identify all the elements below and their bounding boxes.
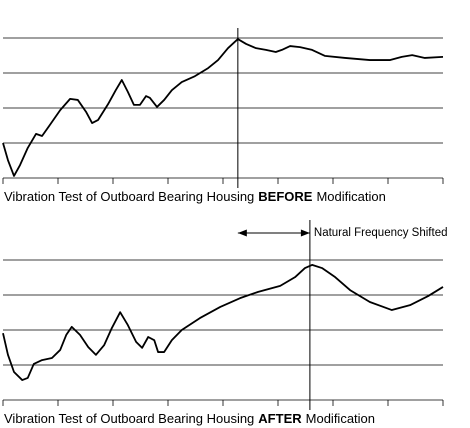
arrow-head bbox=[300, 229, 310, 237]
caption: Vibration Test of Outboard Bearing Housi… bbox=[4, 189, 386, 204]
caption-part: BEFORE bbox=[258, 189, 313, 204]
annotation: Natural Frequency Shifted bbox=[314, 227, 448, 239]
caption-part: Vibration Test of Outboard Bearing Housi… bbox=[4, 189, 254, 204]
caption-part: AFTER bbox=[258, 411, 302, 426]
caption-part: Modification bbox=[306, 411, 375, 426]
caption-part: Modification bbox=[316, 189, 385, 204]
arrow-head bbox=[237, 229, 247, 237]
caption: Vibration Test of Outboard Bearing Housi… bbox=[4, 411, 375, 426]
caption-part: Vibration Test of Outboard Bearing Housi… bbox=[4, 411, 254, 426]
data-line bbox=[2, 264, 444, 381]
data-line bbox=[2, 38, 444, 177]
